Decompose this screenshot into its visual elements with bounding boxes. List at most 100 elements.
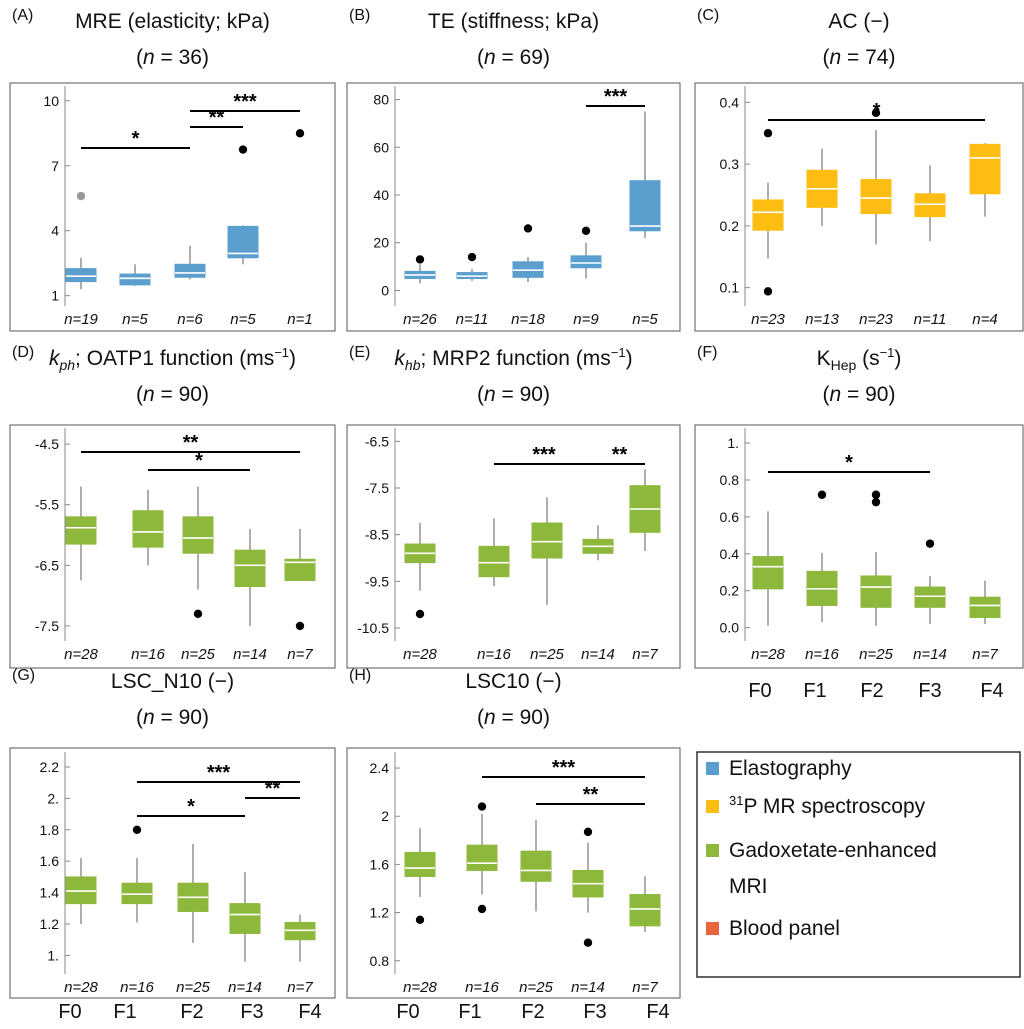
y-tick-label: 1.2 bbox=[40, 916, 60, 932]
chart-panel: (D) kph; OATP1 function (ms−1) (n = 90) -4.… bbox=[9, 344, 336, 669]
panel-label: (H) bbox=[349, 667, 371, 684]
box bbox=[969, 596, 1001, 618]
group-label: F0 bbox=[58, 1001, 81, 1023]
outlier-point bbox=[477, 802, 487, 811]
significance-label: ** bbox=[183, 432, 199, 454]
group-label: F0 bbox=[748, 680, 771, 702]
box bbox=[860, 179, 892, 215]
panel-frame bbox=[9, 747, 336, 999]
count-label: n=7 bbox=[287, 979, 313, 996]
group-label: F2 bbox=[180, 1001, 203, 1023]
count-label: n=16 bbox=[131, 646, 165, 663]
box bbox=[404, 851, 436, 877]
chart-subtitle: (n = 69) bbox=[477, 46, 550, 69]
chart-panel: (F) KHep (s−1) (n = 90) 0.0 0.2 0.4 0.6 0.8 1. n=… bbox=[694, 344, 1024, 669]
chart-panel: (E) khb; MRP2 function (ms−1) (n = 90) -6.5… bbox=[346, 344, 681, 669]
chart-title: kph; OATP1 function (ms−1) bbox=[49, 345, 296, 373]
count-label: n=7 bbox=[972, 646, 998, 663]
panel-label: (C) bbox=[697, 7, 719, 24]
y-tick-label: 0.4 bbox=[720, 546, 740, 562]
significance-label: *** bbox=[233, 91, 257, 113]
chart-panel: (H) LSC10 (−) (n = 90) 0.8 1.2 1.6 2 2.4 n=28 n=1… bbox=[346, 667, 681, 999]
significance-label: * bbox=[187, 796, 195, 818]
box bbox=[466, 844, 498, 871]
box bbox=[65, 268, 97, 283]
group-label: F3 bbox=[583, 1001, 606, 1023]
chart-title: MRE (elasticity; kPa) bbox=[75, 10, 270, 33]
box bbox=[119, 273, 151, 286]
outlier-point bbox=[817, 490, 827, 499]
box bbox=[531, 522, 563, 559]
group-label: F4 bbox=[298, 1001, 321, 1023]
panel-frame bbox=[9, 82, 336, 332]
count-label: n=28 bbox=[403, 979, 437, 996]
y-tick-label: -8.5 bbox=[365, 527, 389, 543]
chart-subtitle: (n = 90) bbox=[136, 706, 209, 729]
chart-subtitle: (n = 90) bbox=[477, 383, 550, 406]
chart-title: khb; MRP2 function (ms−1) bbox=[394, 345, 632, 373]
box bbox=[860, 575, 892, 608]
y-tick-label: -5.5 bbox=[35, 497, 59, 513]
y-tick-label: 10 bbox=[43, 93, 59, 109]
y-tick-label: 4 bbox=[51, 223, 59, 239]
box bbox=[629, 894, 661, 927]
group-label: F2 bbox=[860, 680, 883, 702]
count-label: n=28 bbox=[64, 646, 98, 663]
y-tick-label: 0.8 bbox=[720, 472, 740, 488]
y-tick-label: 1.8 bbox=[40, 822, 60, 838]
y-tick-label: 1.2 bbox=[370, 905, 390, 921]
y-tick-label: -6.5 bbox=[365, 433, 389, 449]
outlier-point bbox=[925, 539, 935, 548]
outlier-point bbox=[581, 226, 591, 235]
chart-title: TE (stiffness; kPa) bbox=[428, 10, 599, 33]
count-label: n=14 bbox=[233, 646, 267, 663]
y-tick-label: 1.6 bbox=[370, 856, 390, 872]
box bbox=[65, 516, 97, 545]
significance-label: * bbox=[845, 452, 853, 474]
box bbox=[182, 516, 214, 554]
count-label: n=18 bbox=[511, 311, 545, 328]
chart-panels: (A) MRE (elasticity; kPa) (n = 36) 1 4 7 10 n=1… bbox=[9, 7, 1024, 999]
count-label: n=1 bbox=[287, 311, 312, 328]
y-tick-label: -9.5 bbox=[365, 573, 389, 589]
significance-label: * bbox=[873, 100, 881, 122]
outlier-point bbox=[415, 915, 425, 925]
y-tick-label: 1. bbox=[727, 435, 739, 451]
legend-frame bbox=[696, 751, 1021, 978]
outlier-point bbox=[763, 287, 773, 296]
group-label: F4 bbox=[646, 1001, 669, 1023]
count-label: n=23 bbox=[751, 311, 785, 328]
group-label: F2 bbox=[521, 1001, 544, 1023]
count-label: n=4 bbox=[972, 311, 997, 328]
box bbox=[478, 545, 510, 578]
box bbox=[284, 558, 316, 581]
count-label: n=14 bbox=[571, 979, 605, 996]
y-tick-label: -6.5 bbox=[35, 557, 59, 573]
outlier-point bbox=[467, 252, 477, 262]
significance-label: ** bbox=[612, 444, 628, 466]
panel-frame bbox=[346, 747, 681, 999]
chart-subtitle: (n = 90) bbox=[823, 383, 896, 406]
count-label: n=25 bbox=[181, 646, 215, 663]
count-label: n=16 bbox=[120, 979, 154, 996]
panel-frame bbox=[694, 424, 1024, 669]
y-tick-label: 1. bbox=[47, 947, 59, 963]
count-label: n=28 bbox=[751, 646, 785, 663]
count-label: n=11 bbox=[914, 311, 947, 328]
y-tick-label: 2 bbox=[381, 808, 389, 824]
outlier-point bbox=[193, 609, 203, 618]
y-tick-label: -7.5 bbox=[365, 480, 389, 496]
y-tick-label: 0.8 bbox=[370, 953, 390, 969]
y-tick-label: 40 bbox=[373, 187, 389, 203]
legend: Elastography 31P MR spectroscopy Gadoxetat… bbox=[696, 751, 1021, 978]
group-label: F3 bbox=[240, 1001, 263, 1023]
outlier-point bbox=[523, 224, 533, 233]
panel-label: (G) bbox=[12, 667, 35, 684]
count-label: n=16 bbox=[805, 646, 839, 663]
y-tick-label: -10.5 bbox=[357, 620, 389, 636]
panel-frame bbox=[694, 82, 1024, 332]
y-tick-label: 1.6 bbox=[40, 853, 60, 869]
box bbox=[752, 556, 784, 590]
chart-subtitle: (n = 90) bbox=[477, 706, 550, 729]
